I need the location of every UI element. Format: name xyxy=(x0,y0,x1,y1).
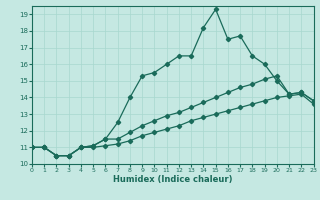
X-axis label: Humidex (Indice chaleur): Humidex (Indice chaleur) xyxy=(113,175,233,184)
